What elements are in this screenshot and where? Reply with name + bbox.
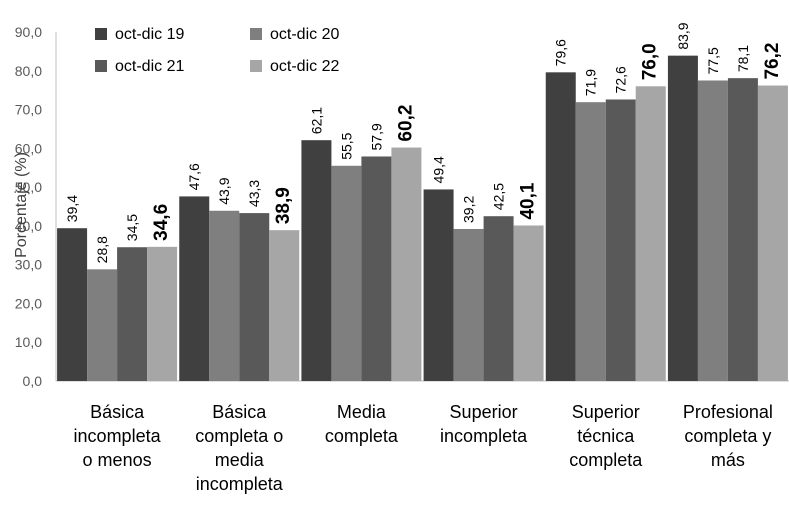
y-tick-label: 50,0 [15,179,42,195]
data-label: 57,9 [368,123,384,150]
y-tick-labels: 0,0 10,0 20,0 30,0 40,0 50,0 60,0 70,0 80,0 90,0 [15,24,42,389]
bar [635,86,666,382]
y-tick-label: 80,0 [15,63,42,79]
legend-label: oct-dic 19 [115,26,184,43]
data-label: 72,6 [613,66,629,93]
data-label: 43,3 [246,180,262,207]
data-label: 43,9 [216,177,232,204]
data-label: 77,5 [705,47,721,74]
bar [513,225,544,381]
bar [209,210,240,381]
data-label: 47,6 [186,163,202,190]
legend-label: oct-dic 22 [270,58,339,75]
data-label: 34,6 [151,204,172,241]
y-tick-label: 30,0 [15,257,42,273]
bar [147,246,178,381]
data-label: 39,4 [64,195,80,222]
data-label: 60,2 [395,105,416,142]
data-label: 62,1 [308,107,324,134]
category-label: Básica completa o media incompleta [195,402,284,494]
bar [605,99,636,382]
data-label: 78,1 [735,45,751,72]
legend: oct-dic 19 oct-dic 20 oct-dic 21 oct-dic 22 [95,26,339,75]
category-label: Superior incompleta [440,402,528,446]
y-tick-label: 60,0 [15,140,42,156]
bar [453,228,484,381]
bar [423,189,454,381]
data-label: 40,1 [518,182,539,219]
data-label: 42,5 [491,183,507,210]
bar-marks [57,55,788,382]
legend-label: oct-dic 21 [115,58,184,75]
legend-swatch [95,60,107,72]
category-label: Superior técnica completa [569,402,643,470]
category-label: Profesional completa y más [683,402,773,470]
data-labels: 39,4 47,6 62,1 49,4 79,6 83,9 28,8 43,9 55,5 39,2… [64,22,783,263]
data-label: 76,0 [640,43,661,80]
y-tick-label: 10,0 [15,334,42,350]
data-label: 76,2 [762,43,783,80]
legend-swatch [95,28,107,40]
legend-swatch [250,28,262,40]
bar [667,55,698,381]
data-label: 83,9 [675,22,691,49]
bar [545,72,576,381]
bar [301,140,332,381]
category-label: Básica incompleta o menos [74,402,162,470]
bar [57,228,88,381]
data-label: 28,8 [94,236,110,263]
bar [575,102,606,381]
bar [269,230,300,381]
bar [179,196,210,381]
y-tick-label: 20,0 [15,295,42,311]
bar [331,165,362,381]
y-tick-label: 90,0 [15,24,42,40]
legend-swatch [250,60,262,72]
y-tick-label: 40,0 [15,218,42,234]
data-label: 49,4 [431,156,447,183]
bar [117,247,148,381]
bar [483,216,514,381]
bar [391,147,422,381]
bar [239,213,270,381]
data-label: 55,5 [338,132,354,159]
bar [361,156,392,381]
data-label: 34,5 [124,214,140,241]
data-label: 71,9 [583,69,599,96]
bar [727,78,758,381]
bar [757,85,788,381]
category-label: Media completa [325,402,399,446]
data-label: 79,6 [553,39,569,66]
bar [87,269,118,381]
legend-label: oct-dic 20 [270,26,339,43]
y-tick-label: 0,0 [23,373,43,389]
data-label: 38,9 [273,187,294,224]
bar [697,80,728,381]
data-label: 39,2 [461,196,477,223]
y-axis-title: Porcentaje (%) [13,152,30,258]
y-tick-label: 70,0 [15,102,42,118]
